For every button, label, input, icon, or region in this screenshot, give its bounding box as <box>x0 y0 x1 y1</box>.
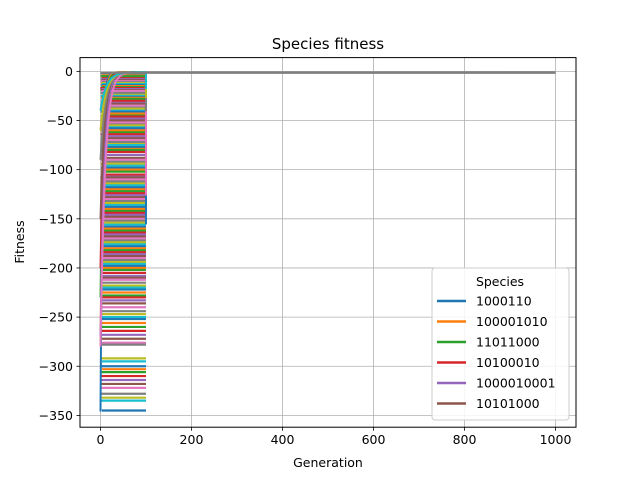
y-tick-label: −100 <box>39 162 73 177</box>
axes-frame <box>79 57 577 428</box>
x-axis-label: Generation <box>293 455 363 470</box>
legend-entry-label: 10101000 <box>476 396 540 411</box>
legend-box <box>431 267 570 421</box>
legend-title: Species <box>476 274 524 289</box>
legend-entry-label: 10100010 <box>476 355 540 370</box>
x-tick-label: 600 <box>362 432 386 447</box>
legend-entry-label: 1000010001 <box>476 376 556 391</box>
y-tick-label: −50 <box>47 113 73 128</box>
legend-entry-label: 1000110 <box>476 294 532 309</box>
y-tick-label: −200 <box>39 260 73 275</box>
y-axis-ticks: 0 −50 −100 −150 −200 −250 −300 −350 <box>39 64 80 423</box>
chart-title: Species fitness <box>272 35 384 53</box>
y-tick-label: −350 <box>39 408 73 423</box>
y-tick-label: −150 <box>39 211 73 226</box>
x-tick-label: 400 <box>271 432 295 447</box>
legend-entry-label: 100001010 <box>476 314 548 329</box>
x-tick-label: 800 <box>453 432 477 447</box>
x-axis-ticks: 0 200 400 600 800 1000 <box>97 427 572 447</box>
x-tick-label: 200 <box>180 432 204 447</box>
legend-entries: 1000110 100001010 11011000 10100010 10000100… <box>437 294 556 411</box>
legend: Species 1000110 100001010 11011000 10100010… <box>431 267 570 421</box>
y-axis-label: Fitness <box>12 220 27 263</box>
x-tick-label: 0 <box>97 432 105 447</box>
y-tick-label: −250 <box>39 310 73 325</box>
y-tick-label: 0 <box>65 64 73 79</box>
plot-area <box>99 71 556 412</box>
x-tick-label: 1000 <box>540 432 572 447</box>
legend-entry-label: 11011000 <box>476 335 540 350</box>
y-tick-label: −300 <box>39 359 73 374</box>
